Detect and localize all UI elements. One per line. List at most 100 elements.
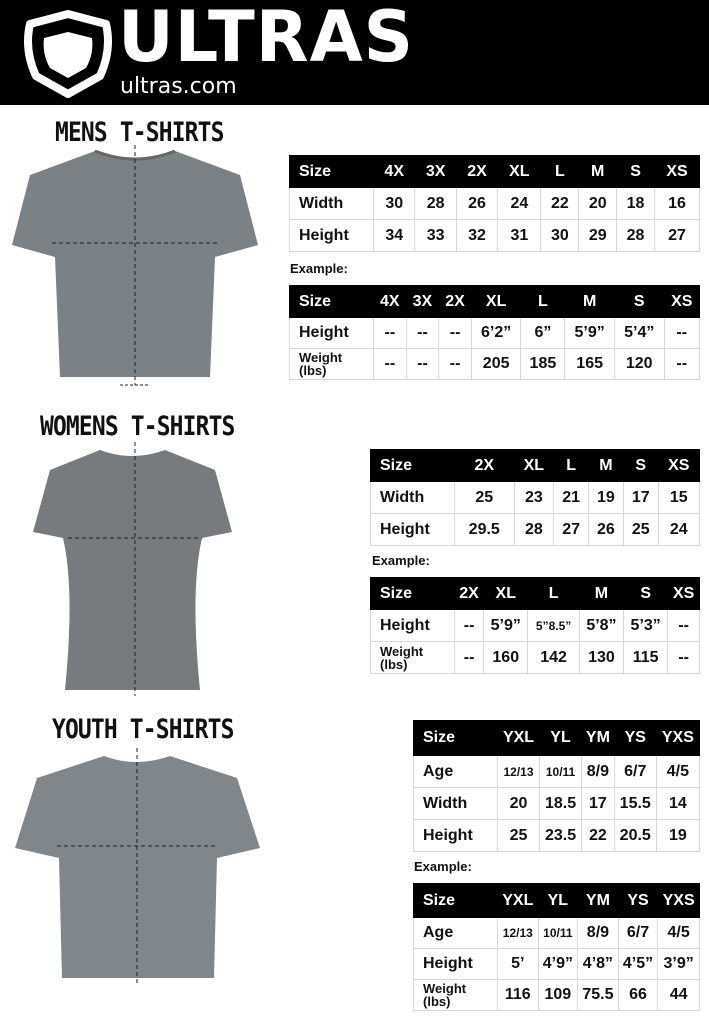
- size-header-cell: YM: [581, 720, 615, 756]
- value-cell: 28: [616, 219, 655, 252]
- value-cell: --: [663, 348, 700, 380]
- size-header-cell: YXL: [496, 720, 541, 756]
- size-header-cell: XS: [657, 449, 701, 482]
- value-cell: 26: [455, 187, 499, 220]
- table-row: Width 25 23 21 19 17 15: [370, 481, 701, 514]
- row-label-cell: Age: [413, 755, 498, 788]
- row-label-cell: Height: [413, 819, 498, 852]
- size-header-cell: YS: [613, 720, 657, 756]
- value-cell: 17: [581, 787, 615, 820]
- size-header-cell: 3X: [414, 155, 457, 188]
- size-header-cell: XS: [653, 155, 701, 188]
- size-header-cell: YXS: [657, 883, 700, 918]
- value-cell: --: [405, 317, 440, 349]
- size-header-cell: YM: [577, 883, 619, 918]
- row-label-cell: Age: [413, 917, 498, 949]
- value-cell: 19: [588, 481, 624, 514]
- size-header-cell: 2X: [438, 285, 472, 318]
- value-cell: 25: [622, 513, 659, 546]
- value-cell: 8/9: [577, 917, 619, 949]
- size-header-cell: XS: [667, 577, 700, 610]
- value-cell: 14: [655, 787, 701, 820]
- value-cell: 5’8”: [578, 609, 625, 642]
- size-header-cell: YXL: [497, 883, 539, 918]
- table-row: Weight (lbs) 116 109 75.5 66 44: [413, 979, 700, 1011]
- header-label-cell: Size: [370, 577, 455, 610]
- size-header-cell: M: [578, 155, 618, 188]
- value-cell: 12/13: [496, 755, 541, 788]
- value-cell: 33: [414, 219, 457, 252]
- value-cell: 5’4”: [613, 317, 665, 349]
- value-cell: 109: [537, 979, 579, 1011]
- value-cell: --: [438, 317, 472, 349]
- size-header-cell: XL: [483, 577, 529, 610]
- size-header-cell: XL: [470, 285, 522, 318]
- mens-title: MENS T-SHIRTS: [55, 117, 224, 148]
- size-header-cell: L: [553, 449, 590, 482]
- value-cell: 205: [470, 348, 522, 380]
- value-cell: 4’8”: [577, 948, 619, 980]
- womens-title: WOMENS T-SHIRTS: [40, 411, 235, 442]
- size-header-cell: M: [578, 577, 625, 610]
- value-cell: 66: [617, 979, 659, 1011]
- value-cell: 165: [564, 348, 615, 380]
- size-header-cell: 2X: [453, 577, 485, 610]
- size-header-cell: 2X: [454, 449, 515, 482]
- value-cell: 27: [653, 219, 701, 252]
- table-row: Weight (lbs) -- -- -- 205 185 165 120 --: [289, 348, 700, 380]
- size-header-cell: 4X: [372, 155, 416, 188]
- value-cell: 4/5: [655, 755, 701, 788]
- size-header-cell: M: [564, 285, 615, 318]
- header-label-cell: Size: [289, 285, 374, 318]
- value-cell: 22: [581, 819, 615, 852]
- value-cell: 115: [623, 641, 669, 674]
- value-cell: 21: [553, 481, 590, 514]
- value-cell: 17: [622, 481, 659, 514]
- value-cell: 75.5: [577, 979, 619, 1011]
- table-row: Width 30 28 26 24 22 20 18 16: [289, 187, 701, 220]
- value-cell: --: [453, 641, 485, 674]
- size-header-cell: YXS: [655, 720, 701, 756]
- ultras-shield-logo-icon: [24, 10, 112, 98]
- value-cell: 25: [454, 481, 515, 514]
- youth-title: YOUTH T-SHIRTS: [52, 714, 234, 745]
- value-cell: 27: [553, 513, 590, 546]
- size-header-cell: L: [540, 155, 580, 188]
- table-row: Height 34 33 32 31 30 29 28 27: [289, 219, 701, 252]
- youth-example-table: Size YXL YL YM YS YXS Age 12/13 10/11 8/9 6/7 4/5 He…: [413, 883, 700, 1011]
- value-cell: --: [438, 348, 472, 380]
- header-label-cell: Size: [413, 883, 498, 918]
- value-cell: 120: [613, 348, 665, 380]
- value-cell: 24: [657, 513, 701, 546]
- youth-tshirt-image: [15, 748, 260, 984]
- row-label-cell: Height: [370, 513, 455, 546]
- value-cell: 18.5: [539, 787, 583, 820]
- table-row: Age 12/13 10/11 8/9 6/7 4/5: [413, 755, 701, 788]
- size-header-cell: 3X: [405, 285, 440, 318]
- value-cell: 4/5: [657, 917, 700, 949]
- brand-name: ULTRAS: [118, 0, 415, 78]
- value-cell: 6/7: [617, 917, 659, 949]
- value-cell: 3’9”: [657, 948, 700, 980]
- value-cell: 31: [497, 219, 542, 252]
- value-cell: 22: [540, 187, 580, 220]
- value-cell: 185: [520, 348, 566, 380]
- table-header-row: Size YXL YL YM YS YXS: [413, 720, 701, 756]
- value-cell: 23: [513, 481, 555, 514]
- table-row: Height 5’ 4’9” 4’8” 4’5” 3’9”: [413, 948, 700, 980]
- row-label-cell: Width: [413, 787, 498, 820]
- value-cell: 12/13: [497, 917, 539, 949]
- table-row: Height 25 23.5 22 20.5 19: [413, 819, 701, 852]
- value-cell: 5’3”: [623, 609, 669, 642]
- value-cell: 29.5: [454, 513, 515, 546]
- table-header-row: Size 2X XL L M S XS: [370, 449, 701, 482]
- value-cell: 5’9”: [483, 609, 529, 642]
- table-header-row: Size 2X XL L M S XS: [370, 577, 700, 610]
- youth-size-table: Size YXL YL YM YS YXS Age 12/13 10/11 8/9 6/7 4/5 Wi…: [413, 720, 701, 852]
- size-header-cell: YL: [539, 720, 583, 756]
- row-label-cell: Width: [289, 187, 374, 220]
- row-label-cell: Height: [289, 317, 374, 349]
- value-cell: 15: [657, 481, 701, 514]
- table-row: Age 12/13 10/11 8/9 6/7 4/5: [413, 917, 700, 949]
